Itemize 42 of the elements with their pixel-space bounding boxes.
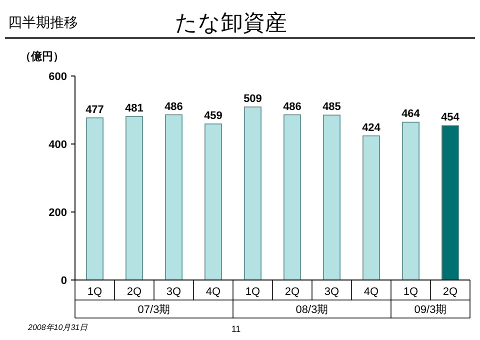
- text: 09/3期: [414, 304, 447, 316]
- text: 2008年10月31日: [27, 323, 89, 332]
- bar: [244, 106, 262, 280]
- text: 08/3期: [296, 304, 328, 316]
- bar: [284, 114, 301, 280]
- bar: [402, 122, 420, 280]
- data-label: 486: [164, 100, 183, 113]
- bar: [323, 114, 340, 280]
- chart-title: たな卸資産: [175, 10, 287, 35]
- x-tick-label: 1Q: [245, 286, 261, 298]
- bar: [362, 135, 380, 280]
- data-label: 509: [244, 92, 262, 105]
- data-label: 459: [204, 110, 222, 122]
- bar: [165, 114, 182, 280]
- bar: [126, 116, 143, 280]
- data-label: 424: [362, 122, 382, 134]
- data-label: 464: [402, 108, 421, 120]
- data-label: 454: [441, 112, 460, 124]
- x-tick-label: 3Q: [324, 286, 340, 298]
- text: 07/3期: [138, 304, 170, 316]
- data-label: 477: [86, 104, 104, 116]
- y-tick-label: 200: [48, 207, 67, 219]
- text: 11: [231, 324, 241, 334]
- y-axis-title: （億円）: [20, 50, 64, 63]
- bar: [204, 124, 222, 280]
- x-tick-label: 2Q: [284, 286, 300, 298]
- x-tick-label: 4Q: [206, 286, 222, 298]
- data-label: 481: [125, 102, 144, 114]
- data-label: 486: [283, 100, 302, 113]
- x-tick-label: 4Q: [364, 286, 380, 298]
- x-tick-label: 2Q: [126, 286, 142, 298]
- chart-subtitle: 四半期推移: [8, 14, 78, 30]
- y-tick-label: 400: [48, 139, 67, 151]
- x-tick-label: 3Q: [166, 286, 182, 298]
- y-tick-label: 600: [48, 71, 67, 83]
- y-tick-label: 0: [60, 275, 67, 287]
- bar: [86, 117, 104, 280]
- bar: [442, 125, 459, 280]
- x-tick-label: 1Q: [403, 286, 419, 298]
- data-label: 485: [322, 101, 341, 114]
- x-tick-label: 2Q: [442, 286, 458, 298]
- x-tick-label: 1Q: [87, 286, 103, 298]
